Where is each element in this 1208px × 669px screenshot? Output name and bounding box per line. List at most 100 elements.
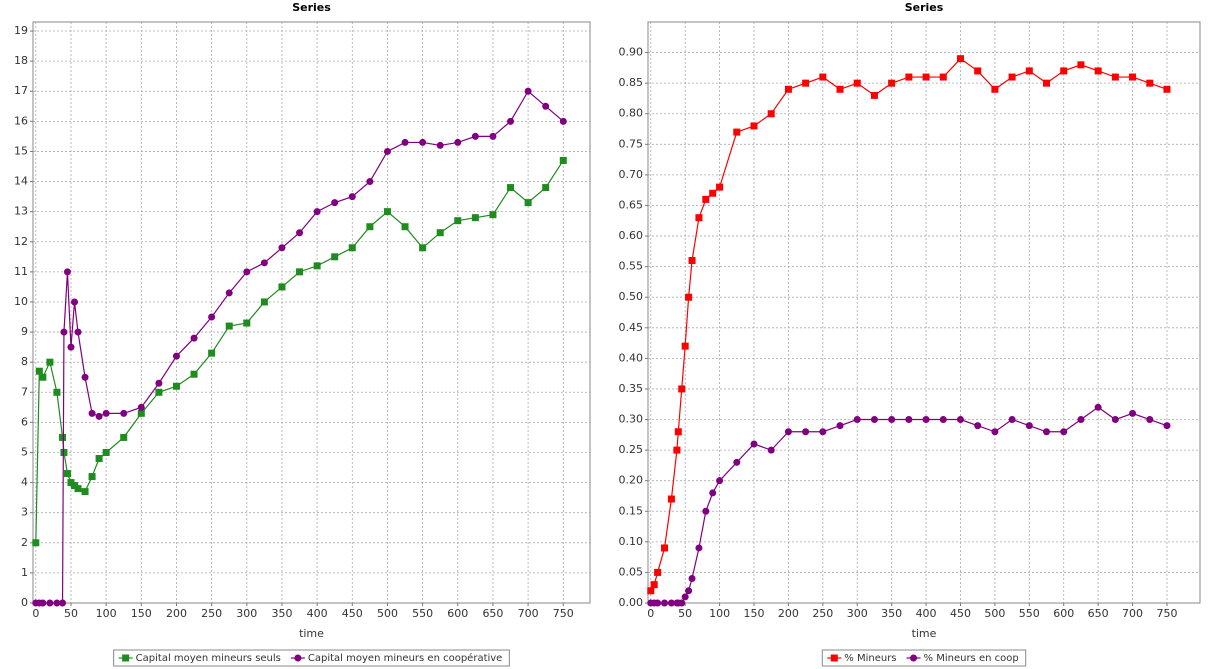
data-point	[1025, 67, 1033, 75]
y-tick-label: 0.75	[619, 137, 644, 150]
data-point	[767, 446, 775, 454]
y-tick-label: 10	[14, 295, 28, 308]
x-tick-label: 450	[950, 607, 971, 620]
data-point	[507, 117, 515, 125]
data-point	[819, 73, 827, 81]
data-point	[685, 293, 693, 301]
data-point	[39, 599, 47, 607]
data-point	[95, 412, 103, 420]
data-point	[559, 117, 567, 125]
x-tick-label: 600	[447, 607, 468, 620]
y-tick-label: 16	[14, 114, 28, 127]
data-point	[1008, 73, 1016, 81]
data-point	[331, 199, 339, 207]
data-point	[674, 428, 682, 436]
data-point	[716, 477, 724, 485]
y-tick-label: 8	[21, 355, 28, 368]
chart-title: Series	[905, 1, 944, 14]
data-point	[524, 87, 532, 95]
data-point	[1060, 428, 1068, 436]
data-point	[88, 473, 96, 481]
x-tick-label: 50	[64, 607, 78, 620]
y-tick-label: 0.80	[619, 107, 644, 120]
data-point	[688, 575, 696, 583]
data-point	[956, 416, 964, 424]
data-point	[278, 244, 286, 252]
y-tick-label: 0.10	[619, 535, 644, 548]
data-point	[853, 79, 861, 87]
data-point	[59, 433, 67, 441]
data-point	[802, 428, 810, 436]
data-point	[436, 229, 444, 237]
y-tick-label: 0.15	[619, 504, 644, 517]
data-point	[383, 208, 391, 216]
data-point	[974, 422, 982, 430]
data-point	[60, 448, 68, 456]
data-point	[225, 289, 233, 297]
data-point	[260, 298, 268, 306]
data-point	[67, 479, 75, 487]
data-point	[991, 85, 999, 93]
data-point	[278, 283, 286, 291]
data-point	[401, 223, 409, 231]
y-tick-label: 0.50	[619, 290, 644, 303]
chart-title: Series	[292, 1, 331, 14]
data-point	[991, 428, 999, 436]
legend: Capital moyen mineurs seuls Capital moyen…	[113, 649, 510, 667]
x-tick-label: 300	[847, 607, 868, 620]
data-point	[733, 458, 741, 466]
x-tick-label: 0	[32, 607, 39, 620]
legend: % Mineurs % Mineurs en coop	[821, 649, 1027, 667]
x-tick-label: 500	[984, 607, 1005, 620]
data-point	[243, 268, 251, 276]
legend-marker	[830, 654, 838, 662]
data-point	[1146, 416, 1154, 424]
data-point	[88, 409, 96, 417]
data-point	[709, 489, 717, 497]
data-point	[1111, 73, 1119, 81]
data-point	[667, 495, 675, 503]
y-tick-label: 1	[21, 566, 28, 579]
y-tick-label: 0.05	[619, 565, 644, 578]
data-point	[74, 328, 82, 336]
y-tick-label: 14	[14, 175, 28, 188]
data-point	[419, 138, 427, 146]
x-tick-label: 700	[1122, 607, 1143, 620]
y-tick-label: 0.00	[619, 596, 644, 609]
x-tick-label: 550	[1019, 607, 1040, 620]
x-tick-label: 100	[96, 607, 117, 620]
data-point	[853, 416, 861, 424]
data-point	[331, 253, 339, 261]
x-tick-label: 250	[201, 607, 222, 620]
y-tick-label: 6	[21, 415, 28, 428]
y-tick-label: 7	[21, 385, 28, 398]
data-point	[366, 223, 374, 231]
data-point	[70, 298, 78, 306]
data-point	[870, 416, 878, 424]
data-point	[137, 409, 145, 417]
x-tick-label: 400	[307, 607, 328, 620]
data-point	[542, 184, 550, 192]
data-point	[436, 141, 444, 149]
plot-area	[33, 22, 590, 603]
legend-marker	[122, 654, 130, 662]
data-point	[260, 259, 268, 267]
x-tick-label: 250	[812, 607, 833, 620]
legend-label: % Mineurs en coop	[924, 653, 1019, 664]
data-point	[678, 599, 686, 607]
data-point	[870, 91, 878, 99]
x-tick-label: 400	[916, 607, 937, 620]
data-point	[1025, 422, 1033, 430]
data-point	[750, 122, 758, 130]
y-tick-label: 0.20	[619, 474, 644, 487]
x-tick-label: 200	[778, 607, 799, 620]
data-point	[63, 268, 71, 276]
plot-border	[647, 21, 1201, 604]
y-tick-label: 19	[14, 24, 28, 37]
data-point	[454, 138, 462, 146]
data-point	[172, 352, 180, 360]
data-point	[190, 334, 198, 342]
x-tick-label: 550	[412, 607, 433, 620]
data-point	[120, 433, 128, 441]
